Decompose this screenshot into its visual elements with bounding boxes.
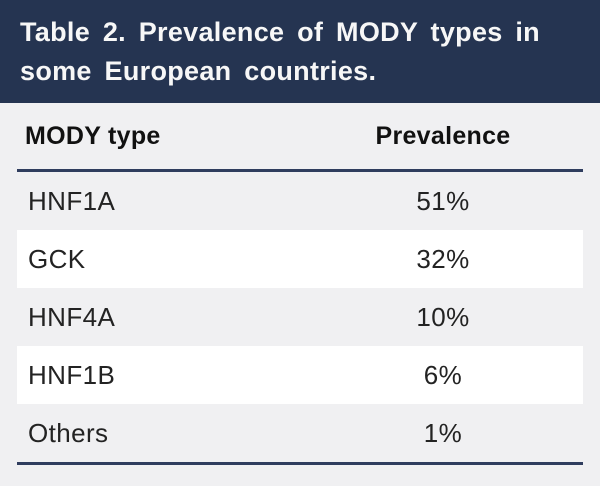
prevalence-cell: 10%	[416, 301, 470, 332]
table-row: Others 1%	[17, 404, 583, 462]
mody-type-cell: GCK	[28, 243, 86, 274]
table-row: HNF4A 10%	[17, 288, 583, 346]
prevalence-cell: 6%	[423, 359, 463, 390]
mody-type-cell: HNF4A	[28, 301, 116, 332]
column-header-mody-type: MODY type	[25, 121, 161, 150]
table-caption-bar: Table 2. Prevalence of MODY types in som…	[0, 0, 600, 103]
prevalence-cell: 32%	[416, 243, 470, 274]
table-row: GCK 32%	[17, 230, 583, 288]
column-header-prevalence: Prevalence	[375, 121, 511, 150]
mody-type-cell: HNF1B	[28, 359, 116, 390]
table-content: MODY type Prevalence HNF1A 51% GCK 32% H…	[17, 103, 583, 465]
table-caption: Table 2. Prevalence of MODY types in som…	[20, 17, 540, 86]
mody-type-cell: HNF1A	[28, 185, 116, 216]
table-row: HNF1B 6%	[17, 346, 583, 404]
table-bottom-rule	[17, 462, 583, 465]
prevalence-cell: 1%	[423, 417, 463, 448]
table-header-row: MODY type Prevalence	[17, 103, 583, 172]
prevalence-cell: 51%	[416, 185, 470, 216]
table-row: HNF1A 51%	[17, 172, 583, 230]
mody-type-cell: Others	[28, 417, 109, 448]
